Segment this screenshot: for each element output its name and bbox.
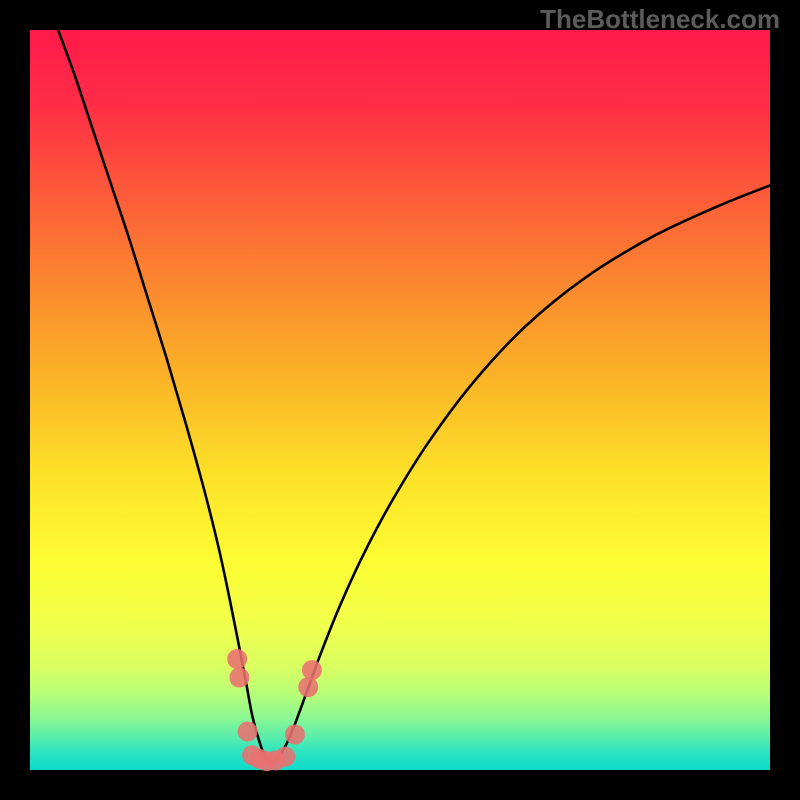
plot-background — [30, 30, 770, 770]
chart-frame: TheBottleneck.com — [0, 0, 800, 800]
data-marker — [298, 677, 318, 697]
data-marker — [285, 724, 305, 744]
data-marker — [227, 649, 247, 669]
bottleneck-curve-chart — [0, 0, 800, 800]
data-marker — [302, 660, 322, 680]
watermark-text: TheBottleneck.com — [540, 4, 780, 35]
data-marker — [229, 668, 249, 688]
data-marker — [275, 747, 295, 767]
data-marker — [238, 722, 258, 742]
